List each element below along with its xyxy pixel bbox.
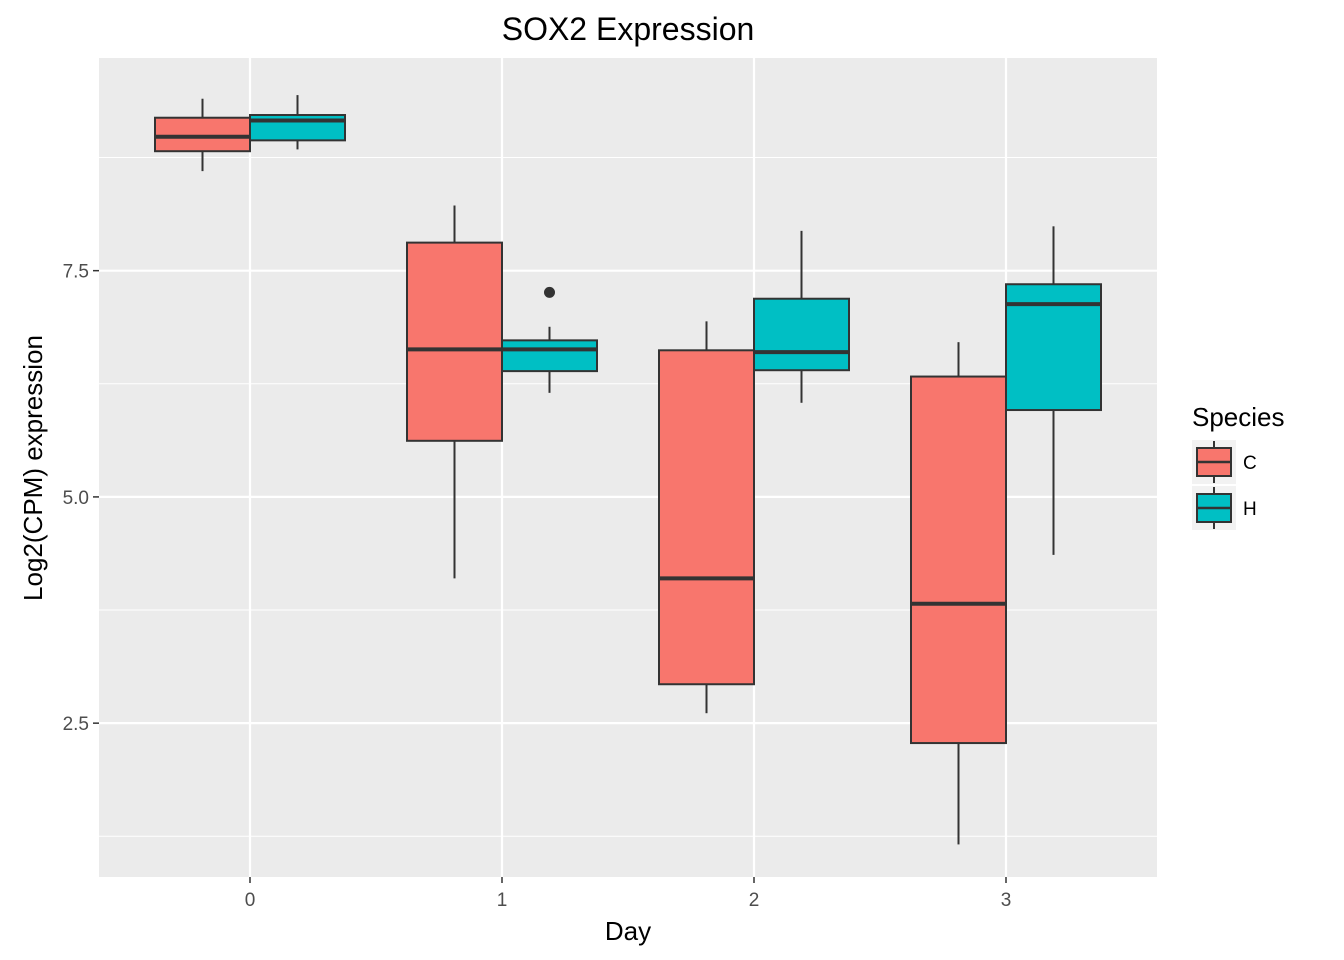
box-C-day-3 xyxy=(910,342,1007,845)
box-body xyxy=(753,297,850,372)
legend: Species C H xyxy=(1192,402,1285,530)
legend-item-H: H xyxy=(1192,486,1257,530)
box-C-day-0 xyxy=(154,98,251,172)
box-H-day-3 xyxy=(1005,226,1102,555)
y-axis: 2.5 5.0 7.5 xyxy=(63,262,99,735)
y-tick-label: 7.5 xyxy=(63,262,89,283)
box-body xyxy=(501,339,598,373)
legend-title: Species xyxy=(1192,402,1285,432)
x-tick-label: 0 xyxy=(245,890,256,911)
x-axis-title: Day xyxy=(605,916,651,946)
y-tick-label: 5.0 xyxy=(63,488,89,509)
legend-label: H xyxy=(1243,499,1257,520)
box-C-day-2 xyxy=(658,321,755,714)
box-body xyxy=(406,241,503,442)
box-C-day-1 xyxy=(406,205,503,579)
legend-item-C: C xyxy=(1192,440,1257,484)
x-axis: 0 1 2 3 xyxy=(245,877,1012,911)
y-axis-title: Log2(CPM) expression xyxy=(18,335,48,601)
box-body xyxy=(154,116,251,153)
box-body xyxy=(910,375,1007,745)
x-tick-label: 2 xyxy=(749,890,760,911)
box-H-day-1 xyxy=(501,286,598,393)
x-tick-label: 1 xyxy=(497,890,508,911)
outlier-point xyxy=(544,286,555,298)
legend-label: C xyxy=(1243,453,1257,474)
box-body xyxy=(658,349,755,686)
chart-title: SOX2 Expression xyxy=(502,11,755,47)
box-H-day-0 xyxy=(249,95,346,150)
box-series xyxy=(154,95,1102,845)
x-tick-label: 3 xyxy=(1001,890,1012,911)
box-H-day-2 xyxy=(753,230,850,403)
y-tick-label: 2.5 xyxy=(63,714,89,735)
